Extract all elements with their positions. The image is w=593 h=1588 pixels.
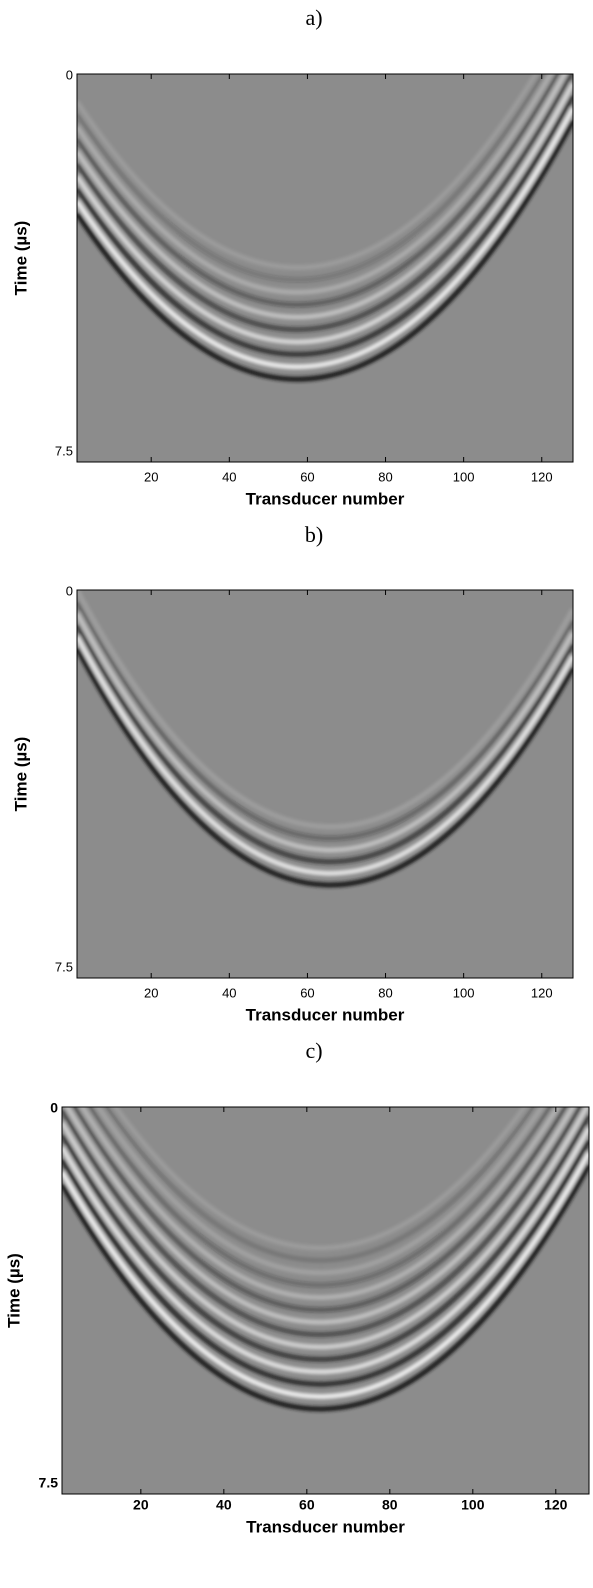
x-tick-label: 60 [300, 985, 314, 1000]
x-tick-label: 60 [299, 1497, 315, 1513]
echo-band [77, 106, 573, 370]
echo-band [71, 1107, 569, 1313]
panel-title: c) [305, 1038, 322, 1063]
echo-bands [62, 1107, 589, 1412]
x-axis-label: Transducer number [246, 1005, 405, 1024]
echo-band [87, 1107, 553, 1288]
echo-band [77, 74, 573, 333]
echo-band [62, 1139, 589, 1387]
echo-band [62, 1163, 589, 1412]
panel-title: b) [305, 522, 323, 547]
echo-band [77, 600, 573, 841]
x-tick-label: 40 [216, 1497, 232, 1513]
echo-band [77, 74, 547, 283]
x-tick-label: 100 [453, 469, 475, 484]
x-tick-label: 100 [461, 1497, 485, 1513]
echo-band [77, 74, 561, 308]
echo-band [64, 1107, 576, 1325]
x-tick-label: 40 [222, 469, 236, 484]
echo-band [77, 119, 573, 382]
image [62, 1107, 589, 1494]
echo-band [62, 1107, 583, 1338]
echo-band [62, 1151, 589, 1399]
x-tick-label: 40 [222, 985, 236, 1000]
x-tick-label: 20 [144, 469, 158, 484]
image [77, 74, 573, 462]
plot-frame [76, 589, 574, 979]
echo-band [77, 635, 573, 876]
echo-bands [77, 590, 573, 888]
plot-frame [76, 73, 574, 463]
y-axis-label: Time (µs) [11, 737, 30, 812]
y-tick-label: 7.5 [55, 443, 73, 458]
panel: c) 20 40 60 80 100 120 0 7.5 Transducer number Tim… [4, 1038, 590, 1536]
image-background [77, 590, 573, 978]
echo-band [62, 1107, 589, 1350]
x-tick-label: 120 [531, 469, 553, 484]
panel-title: a) [305, 5, 322, 30]
echo-band [79, 1107, 561, 1300]
echo-band [77, 590, 573, 830]
echo-band [103, 1107, 537, 1263]
echo-band [77, 623, 573, 865]
x-axis-label: Transducer number [246, 489, 405, 508]
x-axis-label: Transducer number [246, 1517, 405, 1536]
echo-band [77, 647, 573, 888]
x-tick-label: 20 [144, 985, 158, 1000]
x-tick-label: 80 [378, 985, 392, 1000]
y-tick-label: 0 [66, 583, 73, 598]
x-tick-label: 120 [531, 985, 553, 1000]
echo-band [77, 74, 568, 320]
image [77, 590, 573, 978]
y-tick-label: 7.5 [55, 959, 73, 974]
x-tick-label: 60 [300, 469, 314, 484]
echo-band [62, 1114, 589, 1362]
echo-bands [77, 74, 573, 382]
x-tick-label: 80 [378, 469, 392, 484]
echo-band [77, 612, 573, 853]
echo-band [77, 74, 539, 270]
panel: a) 20 40 60 80 100 120 0 7.5 Transducer number Tim… [11, 5, 574, 508]
x-tick-label: 20 [133, 1497, 149, 1513]
panel: b) 20 40 60 80 100 120 0 7.5 Transducer number Tim… [11, 522, 574, 1024]
y-tick-label: 0 [50, 1100, 58, 1116]
echo-band [77, 82, 573, 345]
echo-band [77, 94, 573, 357]
y-tick-label: 0 [66, 67, 73, 82]
echo-band [77, 74, 554, 295]
plot-frame [61, 1106, 590, 1495]
x-tick-label: 80 [382, 1497, 398, 1513]
x-tick-label: 100 [453, 985, 475, 1000]
echo-band [62, 1126, 589, 1375]
y-tick-label: 7.5 [39, 1475, 59, 1491]
y-axis-label: Time (µs) [11, 221, 30, 296]
echo-band [95, 1107, 545, 1276]
echo-band [112, 1107, 528, 1251]
x-tick-label: 120 [544, 1497, 568, 1513]
y-axis-label: Time (µs) [4, 1253, 23, 1328]
